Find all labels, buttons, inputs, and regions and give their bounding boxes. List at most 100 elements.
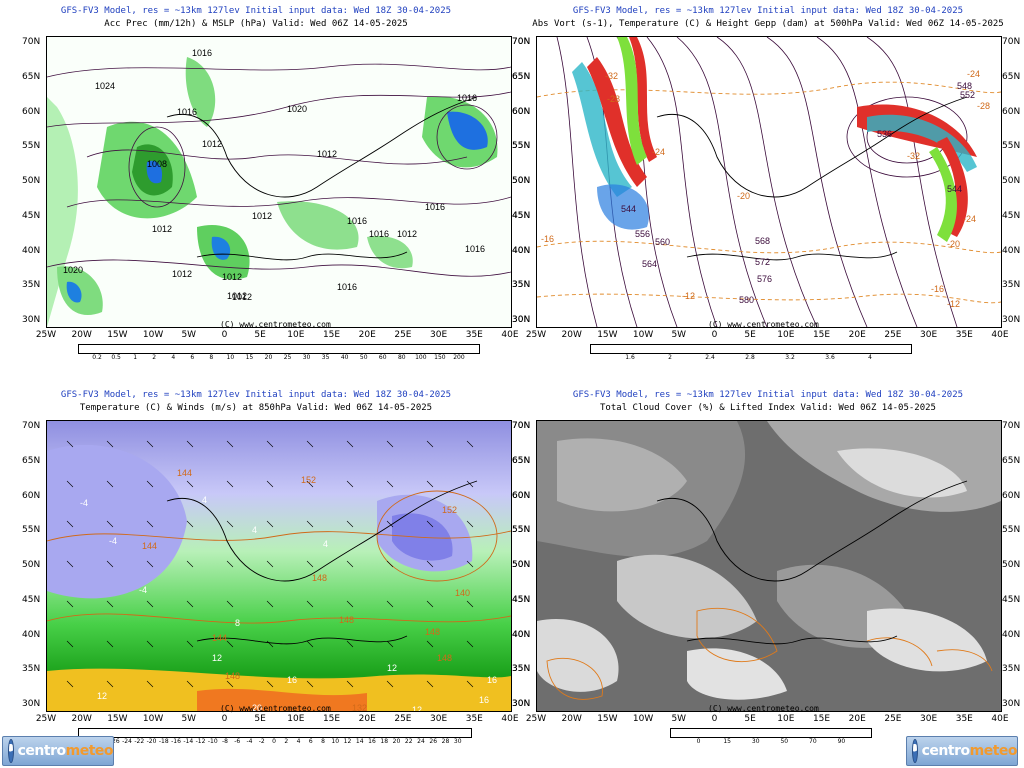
color-legend-tick: 26 [429,738,438,745]
color-legend-tick: -8 [222,738,228,745]
latitude-label: 45N [22,594,41,605]
latitude-label: 55N [512,141,531,152]
latitude-label: 60N [512,106,531,117]
height-label: 144 [142,541,157,551]
latitude-label: 40N [512,629,531,640]
temperature-label: -24 [963,214,976,224]
color-legend-tick: 0.5 [111,354,121,361]
longitude-label: 15E [322,714,341,724]
latitude-label: 40N [512,629,531,640]
color-legend-tick: -6 [234,738,241,745]
color-legend-tick: 50 [780,738,789,745]
logo-globe-icon [8,739,14,763]
temperature-label: 20 [252,703,262,711]
longitude-label: 20W [71,330,92,340]
latitude-label: 35N [22,664,41,675]
centrometeo-logo[interactable]: centrometeo [2,736,114,766]
map-temperature[interactable]: -4 144 -4 -4 4 4 152 144 4 148 8 148 152… [46,420,512,712]
latitude-label: 70N [512,421,531,431]
latitude-label: 30N [512,699,531,709]
latitude-label: 45N [512,210,531,221]
logo-wordmark: centrometeo [921,743,1018,759]
color-legend-tick: 30 [302,354,311,361]
height-label: 148 [437,653,452,663]
latitude-label: 30N [512,699,531,709]
map-precipitation[interactable]: 1016 1024 1016 1020 1008 1012 1012 1016 … [46,36,512,328]
temperature-label: 4 [252,525,257,535]
color-legend-tick: 25 [283,354,292,361]
latitude-label: 45N [1002,210,1021,221]
latitude-label: 70N [1002,421,1021,431]
longitude-label: 10W [632,714,654,724]
longitude-label: 20E [848,714,866,724]
latitude-label: 35N [512,664,531,675]
longitude-label: 25W [35,330,57,340]
temperature-label: -24 [652,147,665,157]
longitude-label: 10E [287,330,305,340]
latitude-label: 30N [22,315,41,325]
height-label: 132 [352,703,367,711]
color-legend-tick: -12 [195,738,206,745]
latitude-label: 70N [22,421,41,431]
latitude-label: 65N [1002,455,1021,466]
map-vorticity[interactable]: -32 -28 -24 -20 -16 -12 544 548 552 556 … [536,36,1002,328]
color-legend-tick: 14 [355,738,364,745]
longitude-label: 25E [394,330,412,340]
panel-vorticity-500hpa: GFS-FV3 Model, res = ~13km 127lev Initia… [512,0,1024,384]
isobar-label: 1012 [252,211,272,221]
latitude-label: 40N [512,245,531,256]
isobar-label: 1016 [425,202,445,212]
latitude-label: 40N [22,245,41,256]
color-legend-tick: 6 [308,738,313,745]
color-legend-tick: 24 [417,738,425,745]
color-legend-tick: 200 [453,354,465,361]
latitude-label: 35N [512,280,531,291]
height-label: 580 [739,295,754,305]
color-legend-tick: 8 [321,738,325,745]
isobar-label: 1020 [287,104,307,114]
longitude-label: 40E [501,714,519,724]
height-label: 152 [442,505,457,515]
map-cloud-cover[interactable] [536,420,1002,712]
isobar-label: 1012 [172,269,192,279]
temperature-label: -20 [737,191,750,201]
longitude-label: 10E [777,714,795,724]
logo-globe-icon [912,739,918,763]
color-legend-tick: 12 [343,738,352,745]
longitude-label: 30E [920,330,938,340]
latitude-label: 35N [512,280,531,291]
latitude-label: 65N [512,455,531,466]
latitude-label: 65N [512,71,531,82]
temperature-label: -24 [967,69,980,79]
latitude-label: 40N [1002,245,1021,256]
longitude-label: 10E [777,330,795,340]
height-label: 148 [425,627,440,637]
height-label: 548 [957,81,972,91]
latitude-label: 55N [512,525,531,536]
latitude-label: 30N [512,315,531,325]
longitude-label: 5E [744,714,756,724]
color-legend-tick: 3.2 [785,354,795,361]
color-legend-tick: 30 [751,738,760,745]
latitude-label: 60N [512,490,531,501]
isobar-label: 1012 [227,291,247,301]
longitude-label: 25E [884,714,902,724]
temperature-label: 12 [412,705,422,711]
color-legend-tick: 80 [397,354,406,361]
longitude-label: 25E [394,714,412,724]
latitude-label: 70N [22,37,41,47]
centrometeo-logo[interactable]: centrometeo [906,736,1018,766]
latitude-label: 65N [1002,71,1021,82]
height-label: 564 [642,259,657,269]
latitude-label: 30N [1002,315,1021,325]
color-legend-tick: 2 [668,354,672,361]
latitude-label: 40N [1002,629,1021,640]
panel-title: Total Cloud Cover (%) & Lifted Index Val… [600,403,936,413]
longitude-label: 5W [181,714,197,724]
isobar-label: 1012 [222,272,242,282]
color-legend-bar [670,728,872,738]
logo-wordmark: centrometeo [17,743,114,759]
longitude-label: 20W [561,330,582,340]
color-legend-tick: 1 [133,354,138,361]
color-legend-tick: -18 [158,738,169,745]
